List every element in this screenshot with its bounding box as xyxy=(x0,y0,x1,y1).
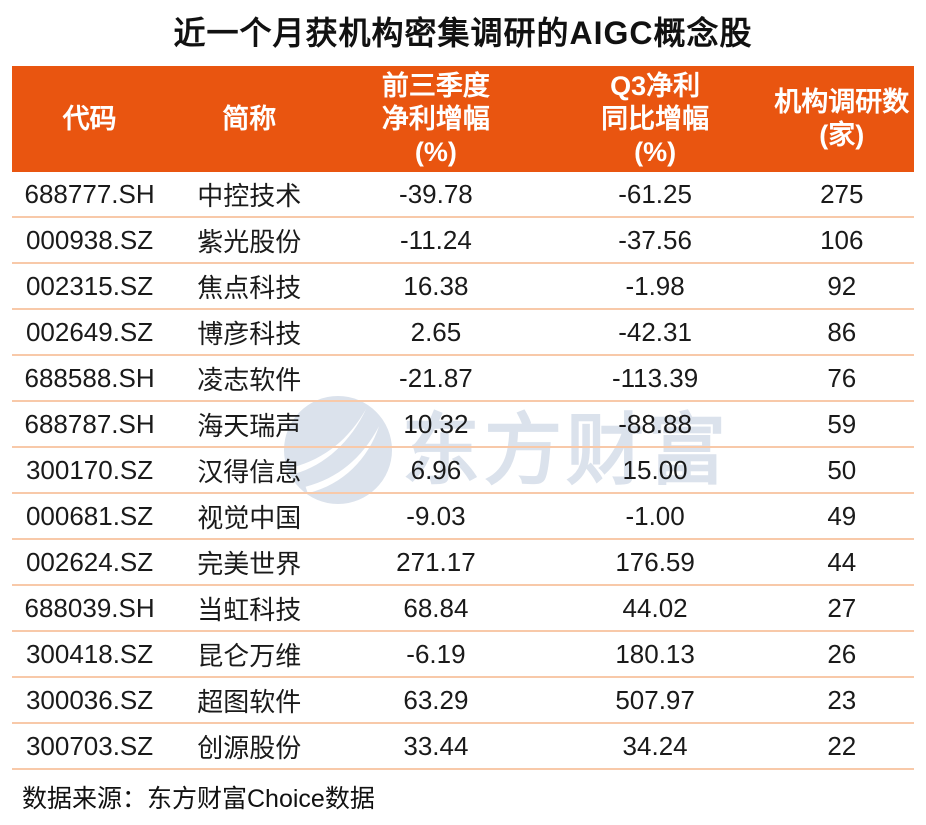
cell-name: 当虹科技 xyxy=(197,594,302,625)
cell-ytd_growth: -11.24 xyxy=(400,224,472,255)
cell-ytd_growth: 10.32 xyxy=(403,408,469,439)
cell-surveys: 106 xyxy=(820,224,864,255)
cell-surveys: 76 xyxy=(827,362,857,393)
data-source-note: 数据来源：东方财富Choice数据 xyxy=(22,785,375,813)
column-header-name: 简称 xyxy=(167,103,331,136)
cell-surveys: 50 xyxy=(827,454,857,485)
cell-code: 000938.SZ xyxy=(25,224,154,255)
cell-ytd_growth: -21.87 xyxy=(399,362,473,393)
cell-code: 300703.SZ xyxy=(25,730,154,761)
cell-ytd_growth: 2.65 xyxy=(410,316,462,347)
cell-surveys: 27 xyxy=(827,592,857,623)
cell-surveys: 59 xyxy=(827,408,857,439)
table-row: 002315.SZ 焦点科技 16.38 -1.98 92 xyxy=(12,264,914,310)
table-row: 688787.SH 海天瑞声 10.32 -88.88 59 xyxy=(12,402,914,448)
cell-surveys: 23 xyxy=(827,684,857,715)
table-row: 002624.SZ 完美世界 271.17 176.59 44 xyxy=(12,540,914,586)
cell-ytd_growth: 6.96 xyxy=(410,454,462,485)
header-line: 代码 xyxy=(62,103,117,134)
table-row: 688039.SH 当虹科技 68.84 44.02 27 xyxy=(12,586,914,632)
cell-q3_growth: 15.00 xyxy=(622,454,688,485)
cell-name: 中控技术 xyxy=(197,180,302,211)
cell-q3_growth: -61.25 xyxy=(618,178,692,209)
cell-surveys: 86 xyxy=(827,316,857,347)
table-row: 688777.SH 中控技术 -39.78 -61.25 275 xyxy=(12,172,914,218)
cell-q3_growth: 180.13 xyxy=(615,638,695,669)
cell-q3_growth: -1.98 xyxy=(625,270,685,301)
cell-name: 博彦科技 xyxy=(197,318,302,349)
cell-ytd_growth: 33.44 xyxy=(403,730,469,761)
column-header-ytd-net-profit-growth: 前三季度 净利增幅 (%) xyxy=(331,70,540,169)
cell-code: 688039.SH xyxy=(24,592,155,623)
cell-code: 300170.SZ xyxy=(25,454,154,485)
cell-code: 300418.SZ xyxy=(25,638,154,669)
column-header-code: 代码 xyxy=(12,103,167,136)
cell-code: 000681.SZ xyxy=(25,500,154,531)
cell-ytd_growth: 68.84 xyxy=(403,592,469,623)
cell-ytd_growth: 16.38 xyxy=(403,270,469,301)
cell-q3_growth: 507.97 xyxy=(615,684,695,715)
header-line: (%) xyxy=(634,136,677,167)
cell-q3_growth: 34.24 xyxy=(622,730,688,761)
cell-name: 汉得信息 xyxy=(197,456,302,487)
table-row: 688588.SH 凌志软件 -21.87 -113.39 76 xyxy=(12,356,914,402)
data-table: 代码 简称 前三季度 净利增幅 (%) Q3净利 同比增幅 (%) 机构调研数 … xyxy=(12,66,914,770)
cell-q3_growth: 176.59 xyxy=(615,546,695,577)
header-line: 前三季度 xyxy=(381,70,490,101)
cell-name: 焦点科技 xyxy=(197,272,302,303)
cell-ytd_growth: 271.17 xyxy=(396,546,476,577)
header-line: 同比增幅 xyxy=(601,103,710,134)
table-header: 代码 简称 前三季度 净利增幅 (%) Q3净利 同比增幅 (%) 机构调研数 … xyxy=(12,66,914,172)
column-header-institution-survey-count: 机构调研数 (家) xyxy=(770,86,914,152)
cell-surveys: 92 xyxy=(827,270,857,301)
column-header-q3-net-profit-yoy: Q3净利 同比增幅 (%) xyxy=(541,70,770,169)
cell-name: 创源股份 xyxy=(197,732,302,763)
cell-code: 688777.SH xyxy=(24,178,155,209)
cell-code: 002649.SZ xyxy=(25,316,154,347)
cell-code: 300036.SZ xyxy=(25,684,154,715)
header-line: (家) xyxy=(819,120,865,150)
cell-code: 688787.SH xyxy=(24,408,155,439)
cell-q3_growth: -1.00 xyxy=(625,500,685,531)
table-row: 300418.SZ 昆仑万维 -6.19 180.13 26 xyxy=(12,632,914,678)
cell-name: 凌志软件 xyxy=(197,364,302,395)
cell-surveys: 275 xyxy=(820,178,864,209)
cell-name: 海天瑞声 xyxy=(197,410,302,441)
cell-code: 002624.SZ xyxy=(25,546,154,577)
cell-name: 视觉中国 xyxy=(197,502,302,533)
cell-name: 完美世界 xyxy=(197,548,302,579)
cell-ytd_growth: -6.19 xyxy=(406,638,466,669)
cell-surveys: 44 xyxy=(827,546,857,577)
cell-q3_growth: -37.56 xyxy=(618,224,692,255)
header-line: 简称 xyxy=(222,103,277,134)
table-row: 300170.SZ 汉得信息 6.96 15.00 50 xyxy=(12,448,914,494)
cell-surveys: 22 xyxy=(827,730,857,761)
header-line: 净利增幅 xyxy=(381,103,490,134)
cell-q3_growth: -42.31 xyxy=(618,316,692,347)
table-row: 300703.SZ 创源股份 33.44 34.24 22 xyxy=(12,724,914,770)
cell-q3_growth: 44.02 xyxy=(622,592,688,623)
cell-q3_growth: -113.39 xyxy=(611,362,699,393)
table-row: 000938.SZ 紫光股份 -11.24 -37.56 106 xyxy=(12,218,914,264)
header-line: (%) xyxy=(414,136,457,167)
cell-q3_growth: -88.88 xyxy=(618,408,692,439)
cell-name: 超图软件 xyxy=(197,686,302,717)
table-row: 300036.SZ 超图软件 63.29 507.97 23 xyxy=(12,678,914,724)
header-line: Q3净利 xyxy=(610,70,701,101)
table-body: 688777.SH 中控技术 -39.78 -61.25 275 000938.SZ 紫光股… xyxy=(12,172,914,770)
page-title: 近一个月获机构密集调研的AIGC概念股 xyxy=(173,15,753,51)
cell-ytd_growth: -39.78 xyxy=(399,178,473,209)
cell-surveys: 49 xyxy=(827,500,857,531)
cell-name: 紫光股份 xyxy=(197,226,302,257)
cell-code: 002315.SZ xyxy=(25,270,154,301)
cell-surveys: 26 xyxy=(827,638,857,669)
cell-code: 688588.SH xyxy=(24,362,155,393)
cell-ytd_growth: -9.03 xyxy=(406,500,466,531)
cell-ytd_growth: 63.29 xyxy=(403,684,469,715)
table-row: 000681.SZ 视觉中国 -9.03 -1.00 49 xyxy=(12,494,914,540)
header-line: 机构调研数 xyxy=(774,87,910,117)
table-row: 002649.SZ 博彦科技 2.65 -42.31 86 xyxy=(12,310,914,356)
cell-name: 昆仑万维 xyxy=(197,640,302,671)
